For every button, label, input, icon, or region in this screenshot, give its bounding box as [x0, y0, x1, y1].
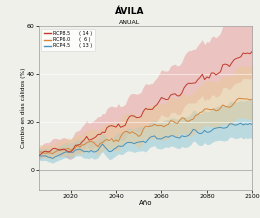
Y-axis label: Cambio en días cálidos (%): Cambio en días cálidos (%) [20, 68, 25, 148]
Text: ANUAL: ANUAL [119, 20, 141, 25]
X-axis label: Año: Año [139, 200, 152, 206]
Text: ÁVILA: ÁVILA [115, 7, 145, 15]
Legend: RCP8.5      ( 14 ), RCP6.0      (  6 ), RCP4.5      ( 13 ): RCP8.5 ( 14 ), RCP6.0 ( 6 ), RCP4.5 ( 13… [41, 29, 95, 51]
